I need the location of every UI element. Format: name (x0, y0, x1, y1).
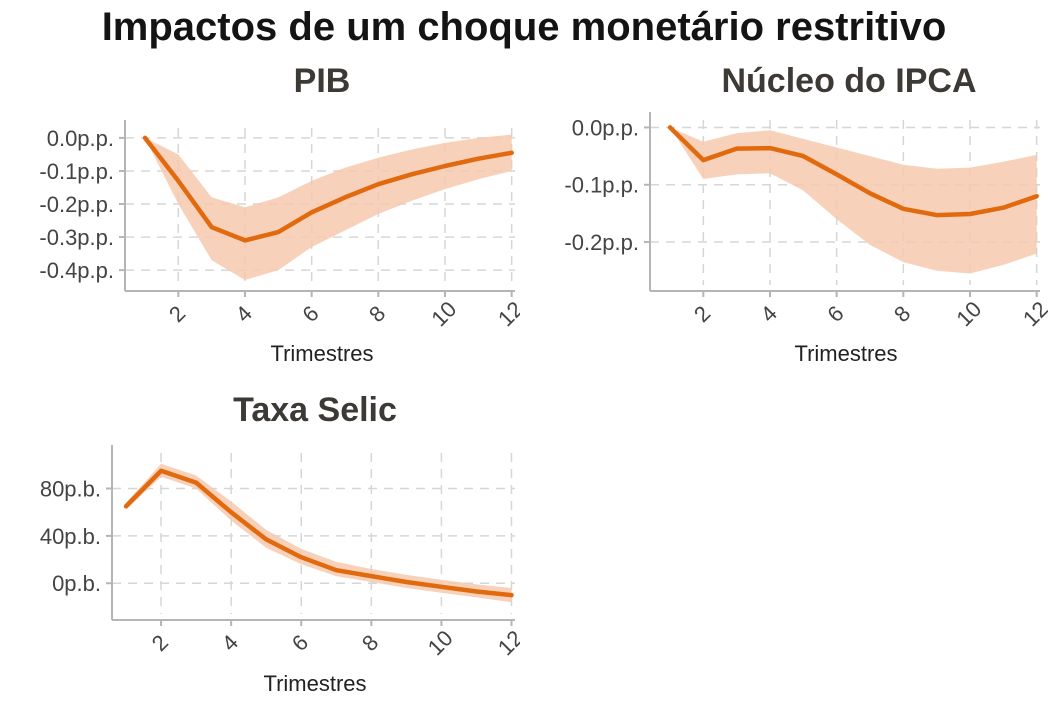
y-tick-label: 0p.b. (52, 571, 101, 596)
x-tick-label: 2 (689, 301, 715, 327)
x-tick-label: 10 (951, 296, 986, 331)
x-tick-label: 2 (147, 630, 173, 656)
x-tick-label: 4 (217, 630, 243, 656)
y-tick-label: 0.0p.p. (47, 126, 114, 151)
x-tick-label: 6 (287, 630, 313, 656)
x-tick-label: 12 (493, 296, 520, 331)
x-tick-label: 6 (822, 301, 848, 327)
x-tick-label: 6 (297, 301, 323, 327)
series-line (142, 135, 514, 243)
chart-panel-taxa-selic: Taxa Selic 80p.b. 40p.b. 0p.b. 2 4 6 8 10 12 Tri… (0, 385, 520, 716)
y-tick-label: 40p.b. (40, 524, 101, 549)
y-tick-label: -0.3p.p. (39, 225, 114, 250)
series-line (667, 125, 1039, 218)
y-tick-label: -0.1p.p. (564, 173, 639, 198)
y-tick-label: -0.2p.p. (39, 192, 114, 217)
main-title: Impactos de um choque monetário restriti… (101, 5, 947, 49)
y-tick-label: 80p.b. (40, 477, 101, 502)
y-tick-label: -0.1p.p. (39, 159, 114, 184)
x-tick-label: 10 (426, 296, 461, 331)
chart-panel-pib: PIB 0.0p.p. -0.1p.p. -0.2p.p. -0.3p.p. -0.4p… (0, 58, 520, 378)
x-tick-label: 8 (889, 301, 915, 327)
chart-plot: 0.0p.p. -0.1p.p. -0.2p.p. -0.3p.p. -0.4p.p. 2… (39, 120, 520, 331)
series-line (123, 468, 514, 598)
panel-title: PIB (293, 62, 351, 100)
x-tick-label: 12 (493, 625, 520, 660)
x-tick-label: 4 (231, 301, 257, 327)
x-tick-label: 8 (357, 630, 383, 656)
x-tick-label: 2 (164, 301, 190, 327)
confidence-band (126, 463, 512, 603)
x-tick-label: 10 (423, 625, 458, 660)
chart-panel-nucleo-ipca: Núcleo do IPCA 0.0p.p. -0.1p.p. -0.2p.p. 2 4… (520, 58, 1048, 378)
x-axis-label: Trimestres (270, 341, 374, 366)
y-tick-label: -0.2p.p. (564, 230, 639, 255)
x-axis-label: Trimestres (794, 341, 898, 366)
confidence-band (670, 127, 1037, 274)
y-tick-label: 0.0p.p. (572, 115, 639, 140)
x-tick-label: 4 (756, 301, 782, 327)
chart-plot: 80p.b. 40p.b. 0p.b. 2 4 6 8 10 12 (40, 445, 520, 660)
x-tick-label: 8 (364, 301, 390, 327)
y-tick-label: -0.4p.p. (39, 258, 114, 283)
panel-title: Taxa Selic (233, 391, 397, 429)
x-axis-label: Trimestres (263, 671, 367, 696)
panel-title: Núcleo do IPCA (721, 62, 977, 100)
chart-plot: 0.0p.p. -0.1p.p. -0.2p.p. 2 4 6 8 10 12 (564, 112, 1048, 331)
x-tick-label: 12 (1018, 296, 1048, 331)
